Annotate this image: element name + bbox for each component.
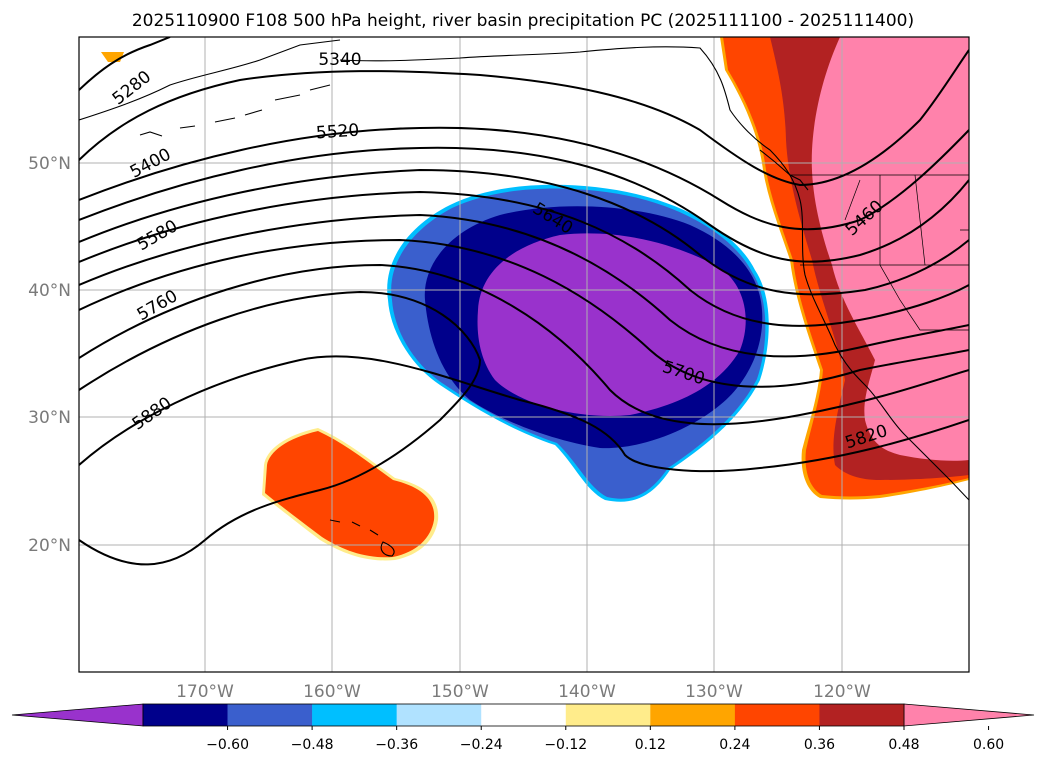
colorbar-extend-right — [903, 703, 1035, 727]
colorbar-tick-label: 0.24 — [719, 737, 750, 753]
colorbar: −0.60 −0.48 −0.36 −0.24 −0.12 0.12 0.24 0.36 0.4… — [11, 703, 1035, 753]
lon-label: 150°W — [431, 682, 489, 702]
colorbar-tick-label: −0.36 — [375, 737, 418, 753]
colorbar-tick-label: −0.60 — [206, 737, 249, 753]
colorbar-frame — [142, 703, 905, 727]
map-panel: 5280 5340 5400 5520 5580 5760 5880 5640 … — [78, 36, 970, 673]
coastlines — [79, 39, 969, 557]
hawaiian-islands — [329, 519, 395, 557]
colorbar-tick-label: −0.24 — [460, 737, 503, 753]
political-borders — [790, 174, 969, 331]
colorbar-swatch — [396, 704, 482, 726]
colorbar-swatch — [143, 704, 228, 726]
colorbar-swatch — [481, 704, 567, 726]
map-frame — [78, 36, 970, 673]
lon-label: 170°W — [176, 682, 234, 702]
contour-label: 5520 — [315, 121, 360, 144]
lon-label: 140°W — [558, 682, 616, 702]
hawaii-anomaly-region — [101, 52, 439, 561]
colorbar-tick-label: 0.12 — [635, 737, 666, 753]
figure-title: 2025110900 F108 500 hPa height, river ba… — [132, 11, 914, 31]
lat-label: 30°N — [28, 408, 71, 428]
colorbar-swatch — [227, 704, 313, 726]
aleutian-islands — [139, 84, 331, 137]
contour-label: 5340 — [318, 50, 361, 70]
longitude-labels: 170°W 160°W 150°W 140°W 130°W 120°W — [176, 682, 871, 702]
west-coast-anomaly-region — [720, 37, 969, 500]
lat-label: 20°N — [28, 536, 71, 556]
lat-label: 40°N — [28, 281, 71, 301]
height-contours — [79, 37, 969, 566]
colorbar-tick-label: −0.48 — [291, 737, 334, 753]
aleutian-coast — [79, 39, 341, 121]
colorbar-swatch — [650, 704, 736, 726]
colorbar-swatch — [819, 704, 905, 726]
lon-label: 160°W — [303, 682, 361, 702]
colorbar-swatch — [734, 704, 820, 726]
lon-label: 120°W — [813, 682, 871, 702]
latitude-labels: 50°N 40°N 30°N 20°N — [28, 154, 71, 556]
colorbar-tick-label: −0.12 — [544, 737, 587, 753]
colorbar-swatch — [565, 704, 651, 726]
lon-label: 130°W — [685, 682, 743, 702]
graticule — [79, 37, 969, 672]
colorbar-tick-label: 0.36 — [804, 737, 835, 753]
colorbar-tick-label: 0.48 — [888, 737, 919, 753]
lat-label: 50°N — [28, 154, 71, 174]
colorbar-swatch — [312, 704, 397, 726]
colorbar-extend-left — [11, 703, 144, 727]
north-america-coast — [339, 46, 969, 501]
coast-fill-pink — [811, 37, 969, 461]
colorbar-tick-label: 0.60 — [973, 737, 1004, 753]
